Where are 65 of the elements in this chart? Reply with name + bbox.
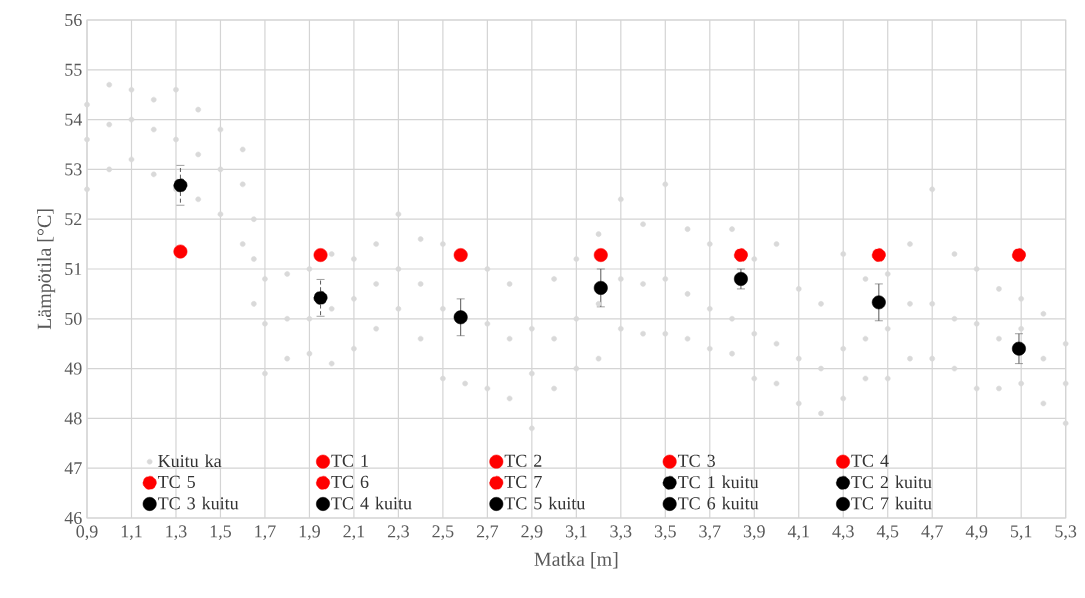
legend-label: TC 6 kuitu xyxy=(678,496,759,510)
y-tick-label: 46 xyxy=(64,511,82,525)
point xyxy=(593,248,608,262)
x-tick-label: 1,9 xyxy=(299,525,320,541)
legend-label: TC 1 kuitu xyxy=(678,475,759,489)
x-tick-label: 4,7 xyxy=(921,525,943,540)
point xyxy=(173,244,188,259)
y-tick-label: 47 xyxy=(64,462,82,475)
y-axis-title: Lämpötila [°C] xyxy=(37,209,56,330)
x-tick-label: 0,9 xyxy=(76,525,98,541)
y-tick-label: 55 xyxy=(65,63,82,76)
y-tick-label: 49 xyxy=(64,362,82,375)
x-tick-label: 2,9 xyxy=(521,525,543,541)
y-tick-label: 53 xyxy=(65,163,82,176)
x-tick-label: 4,5 xyxy=(876,525,899,540)
x-tick-label: 1,1 xyxy=(121,525,142,541)
x-tick-label: 1,3 xyxy=(166,525,187,541)
legend-label: TC 5 xyxy=(158,475,195,488)
point xyxy=(733,272,748,286)
y-tick-label: 50 xyxy=(65,312,82,325)
legend-label: TC 3 kuitu xyxy=(158,496,239,510)
legend-label: TC 6 xyxy=(331,475,369,488)
point xyxy=(173,178,188,193)
legend-label: TC 2 xyxy=(504,454,542,467)
x-tick-label: 5,3 xyxy=(1055,525,1077,541)
x-tick-label: 4,3 xyxy=(832,525,854,541)
legend-label: Kuitu ka xyxy=(158,454,222,468)
y-tick-label: 48 xyxy=(64,412,82,425)
x-tick-label: 3,3 xyxy=(610,525,632,541)
x-tick-label: 4,9 xyxy=(965,525,988,541)
x-axis-title: Matka [m] xyxy=(534,551,618,569)
legend-label: TC 4 kuitu xyxy=(331,496,412,510)
y-tick-label: 56 xyxy=(65,13,82,27)
legend-label: TC 7 xyxy=(504,475,542,488)
legend-label: TC 4 xyxy=(851,454,889,467)
x-tick-label: 2,5 xyxy=(432,525,454,541)
point xyxy=(871,248,886,262)
y-tick-label: 51 xyxy=(65,262,82,276)
point xyxy=(871,295,886,310)
point xyxy=(1012,341,1026,356)
x-tick-label: 2,1 xyxy=(343,525,365,541)
x-tick-label: 1,5 xyxy=(210,525,232,541)
point xyxy=(313,248,328,262)
x-tick-label: 1,7 xyxy=(255,525,276,541)
point xyxy=(453,248,468,262)
point xyxy=(1012,248,1026,262)
legend-label: TC 2 kuitu xyxy=(851,475,932,489)
point xyxy=(313,290,328,305)
point xyxy=(733,248,748,262)
y-tick-label: 54 xyxy=(65,113,83,126)
legend-label: TC 7 kuitu xyxy=(851,496,932,510)
point xyxy=(453,310,468,325)
legend-label: TC 3 xyxy=(678,454,715,467)
x-tick-label: 3,1 xyxy=(565,525,587,541)
x-tick-label: 2,3 xyxy=(387,525,409,541)
legend-label: TC 1 xyxy=(331,454,368,467)
x-tick-label: 4,1 xyxy=(787,525,809,541)
x-tick-label: 3,5 xyxy=(654,525,676,541)
y-tick-label: 52 xyxy=(65,213,82,226)
x-tick-label: 5,1 xyxy=(1010,525,1032,541)
x-tick-label: 2,7 xyxy=(476,525,499,541)
x-tick-label: 3,7 xyxy=(699,525,721,541)
point xyxy=(593,280,608,295)
legend-label: TC 5 kuitu xyxy=(504,496,586,510)
x-tick-label: 3,9 xyxy=(743,525,765,541)
